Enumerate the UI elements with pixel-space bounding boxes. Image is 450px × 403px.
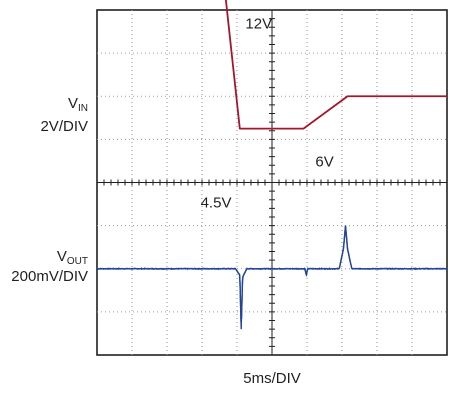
trace-annotation: 12V <box>245 15 272 32</box>
annotations: 12V 6V 4.5V <box>201 15 334 211</box>
trace-annotation: 4.5V <box>201 194 232 211</box>
vin-channel-label: VIN <box>68 95 88 114</box>
vout-scale-label: 200mV/DIV <box>11 268 88 285</box>
traces <box>96 0 448 330</box>
vout-trace-segment <box>240 277 244 330</box>
trace-annotation: 6V <box>315 153 333 170</box>
vout-trace-segment <box>235 268 241 276</box>
vout-trace-segment <box>342 225 347 250</box>
vin-scale-label: 2V/DIV <box>40 118 88 135</box>
vin-trace <box>224 0 447 130</box>
graticule <box>97 10 447 355</box>
vout-trace-segment <box>305 268 309 276</box>
vout-trace-segment <box>338 249 345 269</box>
x-axis-label: 5ms/DIV <box>243 370 301 387</box>
vout-trace-segment <box>344 225 349 250</box>
vout-trace-segment <box>242 268 248 278</box>
vout-channel-label: VOUT <box>57 248 88 267</box>
vout-trace-segment <box>346 249 353 269</box>
